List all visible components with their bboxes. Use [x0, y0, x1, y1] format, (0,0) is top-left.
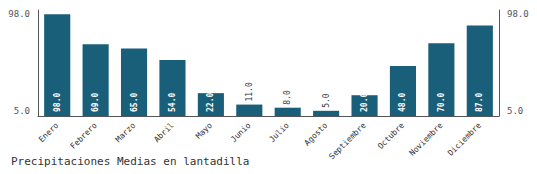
svg-text:11.0: 11.0: [245, 82, 254, 101]
svg-text:54.0: 54.0: [168, 93, 177, 112]
svg-text:98.0: 98.0: [8, 9, 30, 19]
svg-text:8.0: 8.0: [283, 90, 292, 105]
svg-text:Agosto: Agosto: [303, 121, 330, 148]
svg-text:Julio: Julio: [268, 121, 291, 144]
svg-text:Junio: Junio: [229, 121, 252, 144]
svg-text:98.0: 98.0: [507, 9, 529, 19]
svg-text:70.0: 70.0: [437, 93, 446, 112]
svg-text:Febrero: Febrero: [69, 121, 99, 151]
svg-text:Mayo: Mayo: [194, 121, 214, 141]
svg-text:87.0: 87.0: [475, 93, 484, 112]
svg-text:5.0: 5.0: [14, 106, 30, 116]
svg-text:22.0: 22.0: [206, 93, 215, 112]
svg-text:48.0: 48.0: [398, 93, 407, 112]
svg-text:5.0: 5.0: [507, 106, 523, 116]
svg-text:Abril: Abril: [152, 121, 175, 144]
svg-text:20.0: 20.0: [360, 93, 369, 112]
svg-text:69.0: 69.0: [91, 93, 100, 112]
svg-text:Enero: Enero: [37, 121, 60, 144]
svg-text:5.0: 5.0: [322, 93, 331, 108]
svg-text:Octubre: Octubre: [376, 121, 406, 151]
svg-text:98.0: 98.0: [53, 93, 62, 112]
svg-text:Noviembre: Noviembre: [408, 121, 445, 158]
svg-text:Precipitaciones Medias en lant: Precipitaciones Medias en lantadilla: [11, 155, 249, 168]
svg-text:Diciembre: Diciembre: [446, 121, 483, 158]
svg-text:Marzo: Marzo: [114, 121, 137, 144]
svg-text:Septiembre: Septiembre: [327, 121, 367, 161]
svg-text:65.0: 65.0: [130, 93, 139, 112]
